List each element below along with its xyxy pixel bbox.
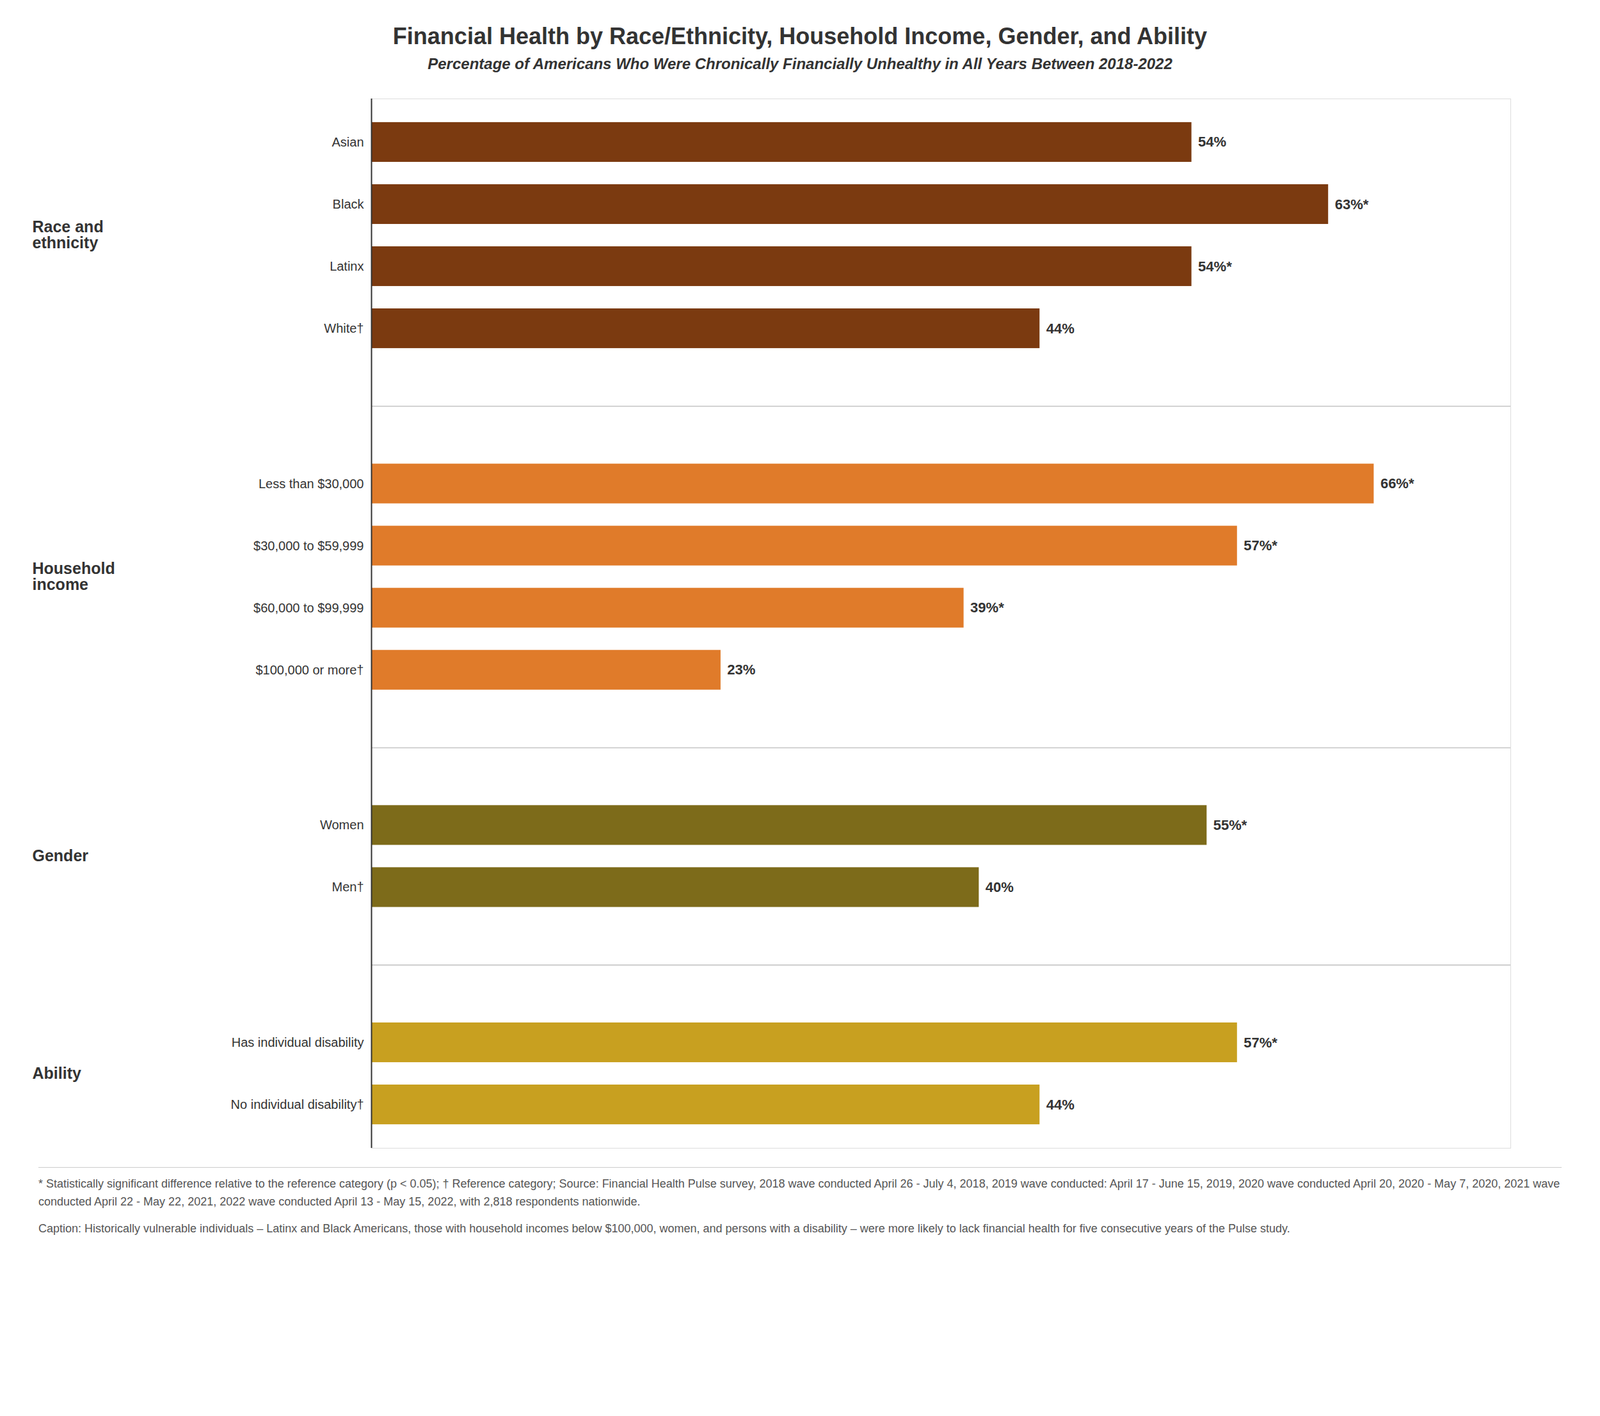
html-text:Percentage of Americans Who We: Percentage of Americans Who Were Chronic… — [427, 55, 1173, 73]
svg-text:63%*: 63%* — [1335, 196, 1369, 213]
svg-text:23%: 23% — [727, 661, 756, 678]
svg-text:54%*: 54%* — [1198, 258, 1232, 275]
html-text:Financial Health by Race/Ethni: Financial Health by Race/Ethnicity, Hous… — [392, 23, 1208, 50]
svg-text:Has individual disability: Has individual disability — [231, 1035, 365, 1050]
svg-text:Black: Black — [332, 197, 365, 212]
svg-text:Householdincome: Householdincome — [32, 559, 116, 594]
svg-text:Less than $30,000: Less than $30,000 — [258, 476, 365, 491]
svg-text:57%*: 57%* — [1243, 537, 1278, 554]
svg-text:Gender: Gender — [32, 846, 89, 865]
svg-text:Women: Women — [320, 817, 365, 832]
svg-text:44%: 44% — [1046, 320, 1075, 337]
svg-text:55%*: 55%* — [1213, 817, 1248, 834]
svg-text:$100,000 or more†: $100,000 or more† — [255, 663, 364, 678]
svg-text:Race andethnicity: Race andethnicity — [32, 217, 104, 252]
svg-text:$30,000 to $59,999: $30,000 to $59,999 — [253, 538, 364, 553]
svg-text:57%*: 57%* — [1243, 1034, 1278, 1051]
svg-text:Asian: Asian — [331, 135, 364, 150]
html-text:* Statistically significant di: * Statistically significant difference r… — [38, 1177, 1560, 1209]
svg-text:No individual disability†: No individual disability† — [231, 1097, 365, 1112]
svg-text:White†: White† — [323, 321, 364, 336]
svg-text:$60,000 to $99,999: $60,000 to $99,999 — [253, 600, 364, 616]
svg-text:Ability: Ability — [32, 1064, 82, 1083]
svg-text:40%: 40% — [985, 879, 1014, 896]
svg-text:Latinx: Latinx — [329, 259, 364, 274]
svg-text:44%: 44% — [1046, 1096, 1075, 1113]
svg-text:66%*: 66%* — [1380, 475, 1415, 492]
svg-text:39%*: 39%* — [970, 599, 1005, 616]
svg-text:54%: 54% — [1198, 133, 1227, 150]
html-text:Caption: Historically vulnerab: Caption: Historically vulnerable individ… — [38, 1222, 1291, 1236]
svg-text:Men†: Men† — [331, 880, 364, 895]
